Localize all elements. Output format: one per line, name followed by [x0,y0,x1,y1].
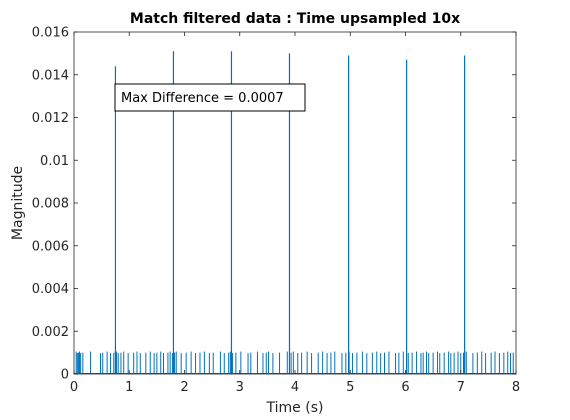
y-tick-label: 0.014 [32,68,69,83]
x-tick-label: 5 [346,380,354,395]
y-tick-label: 0 [61,368,69,383]
y-axis-label: Magnitude [10,166,26,240]
x-tick-label: 2 [180,380,188,395]
x-tick-label: 3 [236,380,244,395]
y-tick-label: 0.01 [40,154,69,169]
y-tick-label: 0.002 [32,325,69,340]
x-tick-label: 0 [70,380,78,395]
y-tick-label: 0.016 [32,26,69,41]
x-tick-label: 7 [457,380,465,395]
x-tick-label: 8 [512,380,520,395]
y-tick-label: 0.004 [32,282,69,297]
y-tick-label: 0.012 [32,111,69,126]
x-tick-label: 6 [401,380,409,395]
x-tick-label: 1 [125,380,133,395]
plot-area [74,32,516,374]
x-tick-label: 4 [291,380,299,395]
annotation-text: Max Difference = 0.0007 [121,91,284,106]
y-tick-label: 0.006 [32,239,69,254]
annotation-box: Max Difference = 0.0007 [115,84,305,111]
x-axis-label: Time (s) [266,400,324,416]
y-tick-label: 0.008 [32,197,69,212]
chart-title: Match filtered data : Time upsampled 10x [130,11,460,27]
